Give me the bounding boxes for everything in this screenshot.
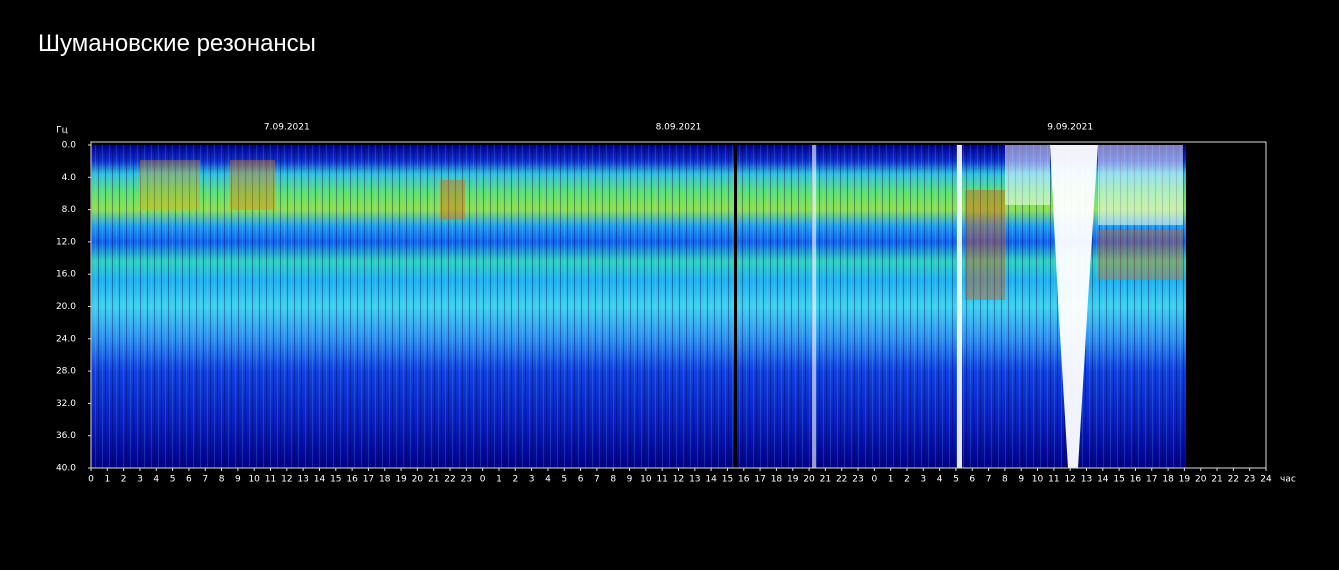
x-tick-label: 10 bbox=[1032, 475, 1044, 485]
x-tick-label: 4 bbox=[545, 475, 551, 485]
x-tick-label: 4 bbox=[153, 475, 159, 485]
x-tick-label: 2 bbox=[512, 475, 518, 485]
x-tick-label: 6 bbox=[969, 475, 975, 485]
x-tick-label: 20 bbox=[412, 475, 424, 485]
x-tick-label: 1 bbox=[888, 475, 894, 485]
x-tick-label: 18 bbox=[1162, 475, 1174, 485]
x-tick-label: 4 bbox=[937, 475, 943, 485]
x-tick-label: 2 bbox=[121, 475, 127, 485]
x-tick-label: 6 bbox=[578, 475, 584, 485]
x-tick-label: 9 bbox=[1018, 475, 1024, 485]
x-tick-label: 15 bbox=[722, 475, 733, 485]
y-tick-label: 36.0 bbox=[56, 431, 76, 441]
x-tick-label: 15 bbox=[1113, 475, 1124, 485]
x-axis-label: час bbox=[1280, 475, 1296, 485]
x-tick-label: 21 bbox=[820, 475, 831, 485]
x-tick-label: 13 bbox=[297, 475, 308, 485]
x-tick-label: 11 bbox=[1048, 475, 1059, 485]
x-tick-label: 10 bbox=[248, 475, 260, 485]
x-tick-label: 18 bbox=[379, 475, 391, 485]
y-tick-label: 16.0 bbox=[56, 270, 76, 280]
x-tick-label: 6 bbox=[186, 475, 192, 485]
x-tick-label: 12 bbox=[281, 475, 292, 485]
x-tick-label: 9 bbox=[235, 475, 241, 485]
x-tick-label: 1 bbox=[496, 475, 502, 485]
x-tick-label: 13 bbox=[689, 475, 700, 485]
y-tick-label: 8.0 bbox=[62, 205, 77, 215]
x-tick-label: 1 bbox=[104, 475, 110, 485]
x-tick-label: 19 bbox=[395, 475, 407, 485]
x-tick-label: 3 bbox=[137, 475, 143, 485]
x-tick-label: 8 bbox=[219, 475, 225, 485]
x-tick-label: 2 bbox=[904, 475, 910, 485]
x-tick-label: 24 bbox=[1260, 475, 1272, 485]
y-tick-label: 40.0 bbox=[56, 464, 76, 474]
x-tick-label: 22 bbox=[836, 475, 847, 485]
x-tick-label: 0 bbox=[871, 475, 877, 485]
x-tick-label: 22 bbox=[1228, 475, 1239, 485]
x-tick-label: 0 bbox=[88, 475, 94, 485]
x-tick-label: 10 bbox=[640, 475, 652, 485]
date-label: 7.09.2021 bbox=[264, 123, 310, 133]
x-tick-label: 3 bbox=[529, 475, 535, 485]
y-tick-label: 32.0 bbox=[56, 399, 76, 409]
y-tick-label: 4.0 bbox=[62, 173, 77, 183]
x-tick-label: 19 bbox=[1179, 475, 1191, 485]
x-tick-label: 0 bbox=[480, 475, 486, 485]
x-tick-label: 15 bbox=[330, 475, 341, 485]
x-tick-label: 22 bbox=[444, 475, 455, 485]
y-tick-label: 12.0 bbox=[56, 237, 76, 247]
x-tick-label: 13 bbox=[1081, 475, 1092, 485]
x-tick-label: 8 bbox=[1002, 475, 1008, 485]
y-tick-label: 20.0 bbox=[56, 302, 76, 312]
x-tick-label: 11 bbox=[656, 475, 667, 485]
x-tick-label: 21 bbox=[428, 475, 439, 485]
y-axis-label: Гц bbox=[56, 126, 68, 136]
chart-title: Шумановские резонансы bbox=[38, 30, 316, 57]
x-tick-label: 16 bbox=[1130, 475, 1142, 485]
x-tick-label: 7 bbox=[594, 475, 600, 485]
x-tick-label: 7 bbox=[202, 475, 208, 485]
spectrogram bbox=[91, 145, 1186, 468]
x-tick-label: 19 bbox=[787, 475, 799, 485]
date-label: 8.09.2021 bbox=[656, 123, 702, 133]
x-tick-label: 5 bbox=[953, 475, 959, 485]
x-tick-label: 11 bbox=[265, 475, 276, 485]
x-tick-label: 17 bbox=[363, 475, 374, 485]
x-tick-label: 5 bbox=[170, 475, 176, 485]
x-tick-label: 14 bbox=[705, 475, 717, 485]
x-tick-label: 21 bbox=[1211, 475, 1222, 485]
x-tick-label: 23 bbox=[461, 475, 472, 485]
x-tick-label: 17 bbox=[754, 475, 765, 485]
date-label: 9.09.2021 bbox=[1047, 123, 1093, 133]
x-tick-label: 20 bbox=[803, 475, 815, 485]
x-tick-label: 12 bbox=[1064, 475, 1075, 485]
y-tick-label: 28.0 bbox=[56, 367, 76, 377]
x-tick-label: 14 bbox=[314, 475, 326, 485]
y-tick-label: 24.0 bbox=[56, 334, 76, 344]
x-tick-label: 8 bbox=[610, 475, 616, 485]
x-tick-label: 23 bbox=[1244, 475, 1255, 485]
x-tick-label: 7 bbox=[986, 475, 992, 485]
x-tick-label: 16 bbox=[738, 475, 750, 485]
x-tick-label: 17 bbox=[1146, 475, 1157, 485]
x-tick-label: 12 bbox=[673, 475, 684, 485]
x-tick-label: 3 bbox=[920, 475, 926, 485]
y-tick-label: 0.0 bbox=[62, 141, 77, 151]
x-tick-label: 23 bbox=[852, 475, 863, 485]
x-tick-label: 16 bbox=[346, 475, 358, 485]
x-tick-label: 9 bbox=[627, 475, 633, 485]
x-tick-label: 20 bbox=[1195, 475, 1207, 485]
x-tick-label: 18 bbox=[771, 475, 783, 485]
x-tick-label: 5 bbox=[561, 475, 567, 485]
x-tick-label: 14 bbox=[1097, 475, 1109, 485]
